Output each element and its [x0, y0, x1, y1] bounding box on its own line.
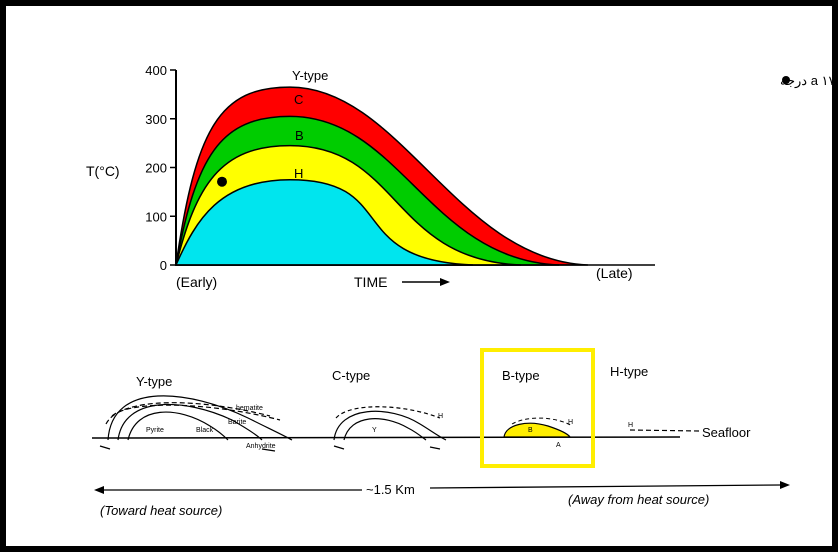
y-label-black: Black: [196, 427, 214, 434]
y-type-mound: [99, 395, 293, 452]
scale-arrow-left-head: [94, 486, 104, 494]
legend-note: حرارت سیال تپه مرجa ۱۷۵ درجه: [780, 73, 838, 89]
marked-point: [217, 176, 227, 187]
c-type-mound: [333, 406, 447, 450]
c-label-y: Y: [372, 427, 377, 434]
y-axis-label: T(°C): [86, 163, 120, 179]
y-tick-label: 100: [145, 209, 167, 224]
b-label-a: A: [556, 442, 561, 449]
curve-label-c: C: [294, 92, 303, 107]
scale-arrow-right-head: [780, 481, 790, 489]
b-type-outline: [511, 417, 573, 427]
seafloor-dash: [629, 429, 701, 432]
c-label-h: H: [438, 413, 443, 420]
y-tick-label: 300: [145, 112, 167, 127]
x-start-label: (Early): [176, 274, 217, 290]
y-label-pyrite: Pyrite: [146, 427, 164, 434]
seafloor-label: Seafloor: [702, 425, 751, 440]
x-mid-label: TIME: [354, 274, 387, 290]
scale-label: ~1.5 Km: [366, 482, 415, 497]
b-label-b: B: [528, 427, 533, 434]
h-type-marker: H: [628, 422, 633, 429]
away-label: (Away from heat source): [568, 492, 709, 507]
curve-label-h: H: [294, 166, 303, 181]
b-label-h: H: [568, 419, 573, 426]
area-series-h: [174, 178, 474, 266]
b-type-highlight-box: [480, 348, 595, 468]
legend-bullet: [782, 76, 790, 84]
cross-section-diagram: Y-type C-type B-type H-type Seafloor hem…: [91, 348, 790, 518]
y-label-barite: Barite: [228, 419, 246, 426]
x-end-label: (Late): [596, 265, 633, 281]
curve-label-b: B: [295, 128, 304, 143]
y-tick-label: 200: [145, 161, 167, 176]
y-tick-label: 0: [160, 258, 167, 273]
type-label-h: H-type: [610, 364, 648, 379]
type-label-b: B-type: [502, 368, 540, 383]
scale-arrow: [104, 484, 781, 491]
time-arrow: [402, 278, 450, 286]
seafloor-line: [91, 436, 681, 439]
type-label-c: C-type: [332, 368, 370, 383]
toward-label: (Toward heat source): [100, 503, 222, 518]
curve-label-y-type: Y-type: [292, 68, 328, 83]
y-tick-label: 400: [145, 63, 167, 78]
b-type-lens: [503, 422, 572, 438]
type-label-y: Y-type: [136, 374, 172, 389]
y-label-hematite: hematite: [236, 405, 263, 412]
y-label-anhydrite: Anhydrite: [246, 443, 276, 450]
